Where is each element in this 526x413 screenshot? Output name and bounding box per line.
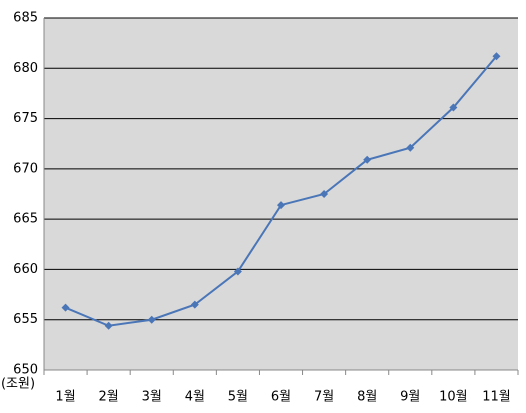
point-marker <box>233 267 242 276</box>
x-tick-label: 11월 <box>482 390 511 405</box>
y-tick-label: 660 <box>13 262 38 277</box>
x-tick-label: 2월 <box>99 390 119 405</box>
x-tick-label: 1월 <box>55 390 75 405</box>
point-marker <box>277 201 285 210</box>
x-tick-label: 8월 <box>357 390 377 405</box>
point-marker <box>449 103 458 112</box>
point-marker <box>104 321 113 330</box>
point-marker <box>190 300 199 309</box>
y-tick-label: 655 <box>13 312 38 327</box>
point-marker <box>363 155 372 164</box>
y-tick-label: 675 <box>13 111 38 126</box>
point-marker <box>492 52 501 61</box>
x-tick-label: 5월 <box>228 390 248 405</box>
y-axis-label: (조원) <box>1 377 35 392</box>
point-marker <box>147 315 156 324</box>
y-tick-label: 670 <box>13 161 38 176</box>
plot-area <box>44 18 518 370</box>
x-tick-label: 7월 <box>314 390 334 405</box>
x-tick-label: 4월 <box>185 390 205 405</box>
y-tick-label: 650 <box>13 363 38 378</box>
x-tick-label: 3월 <box>142 390 162 405</box>
y-tick-label: 665 <box>13 212 38 227</box>
point-marker <box>406 143 415 152</box>
point-marker <box>61 303 70 312</box>
x-tick-label: 6월 <box>271 390 291 405</box>
y-tick-label: 685 <box>13 11 38 26</box>
point-marker <box>320 190 329 198</box>
x-tick-label: 10월 <box>439 390 468 405</box>
x-tick-label: 9월 <box>400 390 420 405</box>
y-tick-label: 680 <box>13 61 38 76</box>
